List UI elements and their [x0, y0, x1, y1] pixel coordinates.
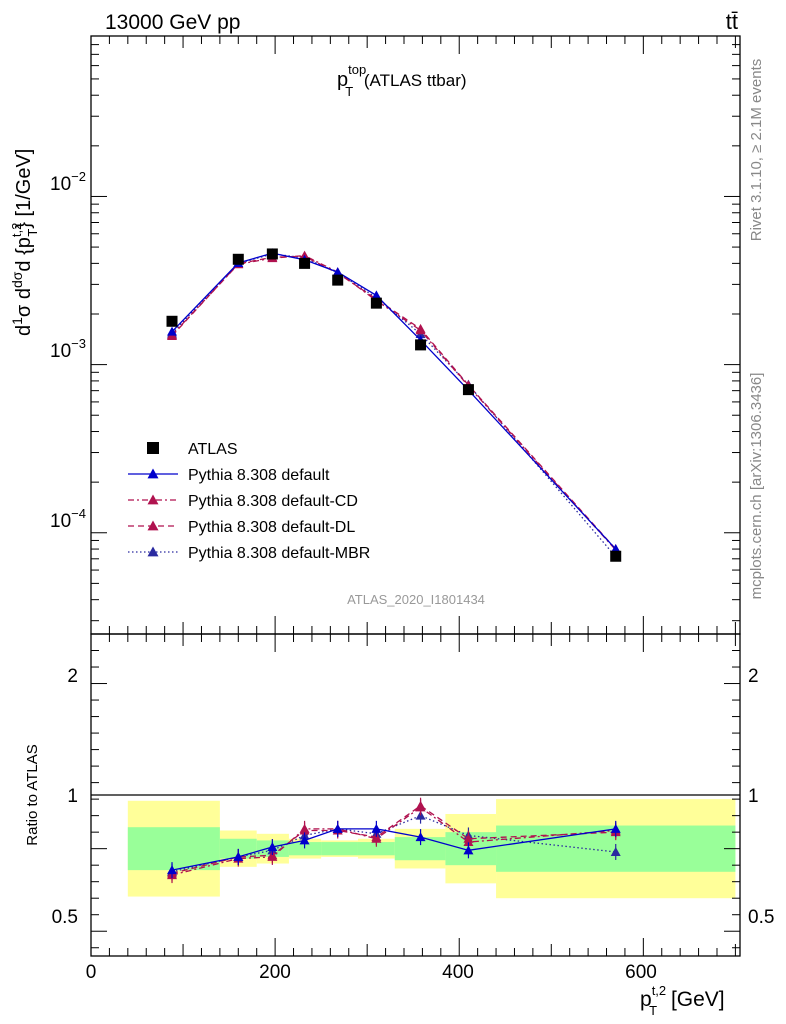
atlas-point-8 — [610, 550, 622, 562]
ratio-marker-cd-6 — [415, 802, 426, 812]
ratio-marker-default-7 — [463, 845, 474, 855]
ratio-marker-default-5 — [371, 823, 382, 833]
y-tick-label-1e-2: 10−2 — [50, 169, 86, 195]
legend-marker-dl — [147, 520, 159, 531]
x-tick-label-400: 400 — [442, 962, 474, 983]
x-tick-label-200: 200 — [259, 962, 291, 983]
ratio-series-layer — [167, 797, 621, 884]
ratio-marker-cd-5 — [371, 833, 382, 843]
ratio-tick-label-1-right: 1 — [748, 786, 759, 807]
legend-label-atlas: ATLAS — [188, 441, 238, 458]
y-tick-label-1e-3: 10−3 — [50, 336, 86, 362]
band-inner-0 — [127, 827, 220, 871]
main-marker-default-5 — [371, 290, 382, 300]
main-line-mbr — [171, 253, 617, 558]
ratio-marker-default-6 — [415, 832, 426, 842]
ratio-y-axis-label: Ratio to ATLAS — [24, 744, 41, 845]
band-inner-6 — [394, 837, 446, 861]
main-marker-default-4 — [332, 267, 343, 277]
rivet-version-label: Rivet 3.1.10, ≥ 2.1M events — [748, 59, 765, 242]
main-series-layer — [166, 248, 622, 562]
ratio-tick-label-05-right: 0.5 — [748, 907, 774, 928]
atlas-point-0 — [166, 315, 178, 327]
ratio-marker-default-1 — [233, 851, 244, 861]
ratio-marker-default-4 — [332, 823, 343, 833]
legend-marker-mbr — [147, 546, 159, 557]
legend-marker-atlas — [147, 442, 159, 454]
main-marker-default-0 — [167, 326, 178, 336]
ratio-marker-cd-2 — [267, 851, 278, 861]
x-tick-label-600: 600 — [625, 962, 657, 983]
atlas-point-7 — [462, 384, 474, 396]
atlas-point-6 — [415, 339, 427, 351]
ratio-marker-mbr-8 — [610, 846, 621, 856]
band-inner-5 — [357, 842, 395, 856]
y-tick-label-1e-4: 10−4 — [50, 506, 86, 532]
legend-marker-cd — [147, 494, 159, 505]
mcplots-label: mcplots.cern.ch [arXiv:1306.3436] — [748, 373, 765, 600]
x-axis-label: pt,2 T [GeV] — [640, 983, 725, 1018]
plot-title: ptop T (ATLAS ttbar) — [337, 62, 467, 99]
svg-text:d1σ ddσd {pt,2T} [1/GeV]: d1σ ddσd {pt,2T} [1/GeV] — [9, 149, 40, 336]
atlas-point-2 — [266, 248, 278, 260]
legend: ATLAS Pythia 8.308 default Pythia 8.308 de… — [128, 441, 370, 562]
ratio-tick-label-2-left: 2 — [67, 666, 78, 687]
process-label: tt̄ — [726, 9, 738, 34]
atlas-point-3 — [299, 257, 311, 269]
atlas-point-4 — [332, 274, 344, 286]
legend-label-mbr: Pythia 8.308 default-MBR — [188, 545, 370, 562]
atlas-point-1 — [232, 253, 244, 265]
band-inner-3 — [288, 842, 322, 856]
ratio-tick-label-1-left: 1 — [67, 786, 78, 807]
band-inner-4 — [321, 842, 358, 856]
ratio-marker-default-8 — [610, 823, 621, 833]
x-tick-label-0: 0 — [86, 962, 97, 983]
analysis-id-label: ATLAS_2020_I1801434 — [347, 592, 485, 607]
legend-label-cd: Pythia 8.308 default-CD — [188, 493, 358, 510]
ratio-marker-cd-3 — [299, 823, 310, 833]
ratio-tick-label-05-left: 0.5 — [52, 907, 78, 928]
y-axis-label: d1σ ddσd {pt,2T} [1/GeV] — [9, 149, 40, 336]
legend-label-default: Pythia 8.308 default — [188, 467, 330, 484]
atlas-point-5 — [370, 297, 382, 309]
ratio-line-mbr — [171, 814, 616, 873]
ratio-tick-label-2-right: 2 — [748, 666, 759, 687]
legend-label-dl: Pythia 8.308 default-DL — [188, 519, 355, 536]
ratio-marker-default-2 — [267, 842, 278, 852]
ratio-marker-default-3 — [299, 835, 310, 845]
ratio-plot-frame — [90, 633, 741, 957]
ratio-marker-default-0 — [167, 865, 178, 875]
ratio-marker-cd-7 — [463, 837, 474, 847]
main-marker-cd-6 — [415, 325, 426, 335]
energy-label: 13000 GeV pp — [105, 11, 240, 34]
axis-ticks — [90, 35, 740, 956]
legend-marker-default — [147, 468, 159, 479]
